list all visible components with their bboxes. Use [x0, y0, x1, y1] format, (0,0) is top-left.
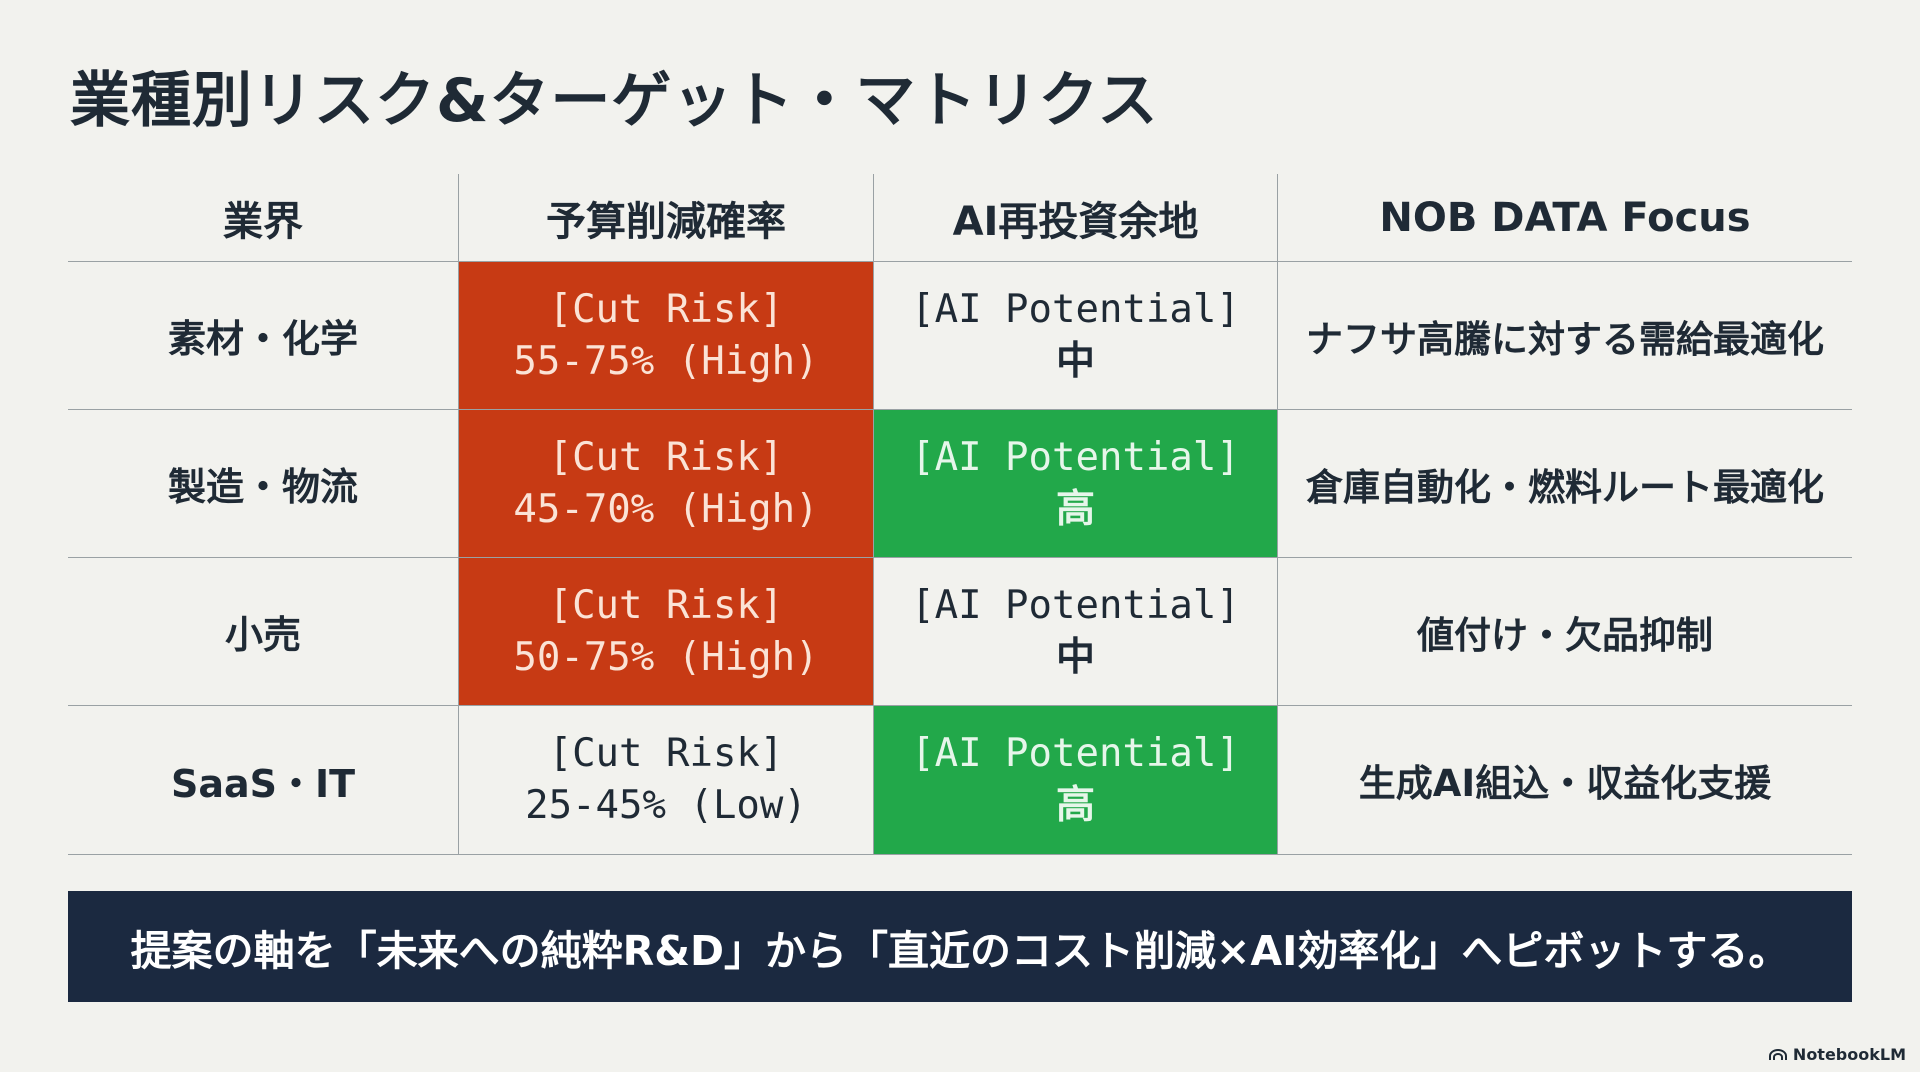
ai-potential-value: 高 [1055, 783, 1095, 828]
ai-potential-value: 高 [1055, 486, 1095, 532]
risk-target-matrix: 業界 予算削減確率 AI再投資余地 NOB DATA Focus 素材・化学 [… [68, 174, 1852, 855]
notebooklm-logo-icon [1768, 1048, 1787, 1060]
brand-name: NotebookLM [1792, 1045, 1906, 1064]
ai-potential-cell: [AI Potential] 高 [874, 410, 1278, 558]
cut-risk-cell: [Cut Risk] 50-75% (High) [459, 558, 874, 706]
banner-text: 提案の軸を「未来への純粋R&D」から「直近のコスト削減×AI効率化」へピボットす… [130, 926, 1790, 975]
industry-cell: 製造・物流 [68, 410, 459, 558]
focus-cell: 生成AI組込・収益化支援 [1278, 706, 1852, 855]
cut-risk-value: 25-45% (Low) [525, 783, 807, 828]
header-budget-cut-probability: 予算削減確率 [459, 174, 874, 262]
cut-risk-value: 45-70% (High) [513, 486, 819, 532]
ai-potential-label: [AI Potential] [911, 434, 1240, 480]
focus-cell: ナフサ高騰に対する需給最適化 [1278, 262, 1852, 410]
cut-risk-value: 55-75% (High) [513, 338, 819, 384]
cut-risk-value: 50-75% (High) [513, 634, 819, 680]
focus-cell: 倉庫自動化・燃料ルート最適化 [1278, 410, 1852, 558]
cut-risk-label: [Cut Risk] [548, 286, 784, 332]
industry-cell: 素材・化学 [68, 262, 459, 410]
cut-risk-cell: [Cut Risk] 25-45% (Low) [459, 706, 874, 855]
industry-cell: SaaS・IT [68, 706, 459, 855]
ai-potential-label: [AI Potential] [911, 731, 1240, 776]
cut-risk-label: [Cut Risk] [548, 731, 784, 776]
cut-risk-cell: [Cut Risk] 45-70% (High) [459, 410, 874, 558]
page-title: 業種別リスク&ターゲット・マトリクス [70, 66, 1159, 136]
ai-potential-cell: [AI Potential] 中 [874, 262, 1278, 410]
ai-potential-label: [AI Potential] [911, 286, 1240, 332]
cut-risk-label: [Cut Risk] [548, 582, 784, 628]
ai-potential-label: [AI Potential] [911, 582, 1240, 628]
pivot-banner: 提案の軸を「未来への純粋R&D」から「直近のコスト削減×AI効率化」へピボットす… [68, 891, 1852, 1002]
industry-cell: 小売 [68, 558, 459, 706]
ai-potential-cell: [AI Potential] 高 [874, 706, 1278, 855]
header-ai-reinvestment-room: AI再投資余地 [874, 174, 1278, 262]
focus-cell: 値付け・欠品抑制 [1278, 558, 1852, 706]
ai-potential-value: 中 [1055, 634, 1095, 680]
ai-potential-cell: [AI Potential] 中 [874, 558, 1278, 706]
header-industry: 業界 [68, 174, 459, 262]
cut-risk-cell: [Cut Risk] 55-75% (High) [459, 262, 874, 410]
ai-potential-value: 中 [1055, 338, 1095, 384]
cut-risk-label: [Cut Risk] [548, 434, 784, 480]
header-nob-data-focus: NOB DATA Focus [1278, 174, 1852, 262]
notebooklm-brand: NotebookLM [1768, 1045, 1906, 1064]
